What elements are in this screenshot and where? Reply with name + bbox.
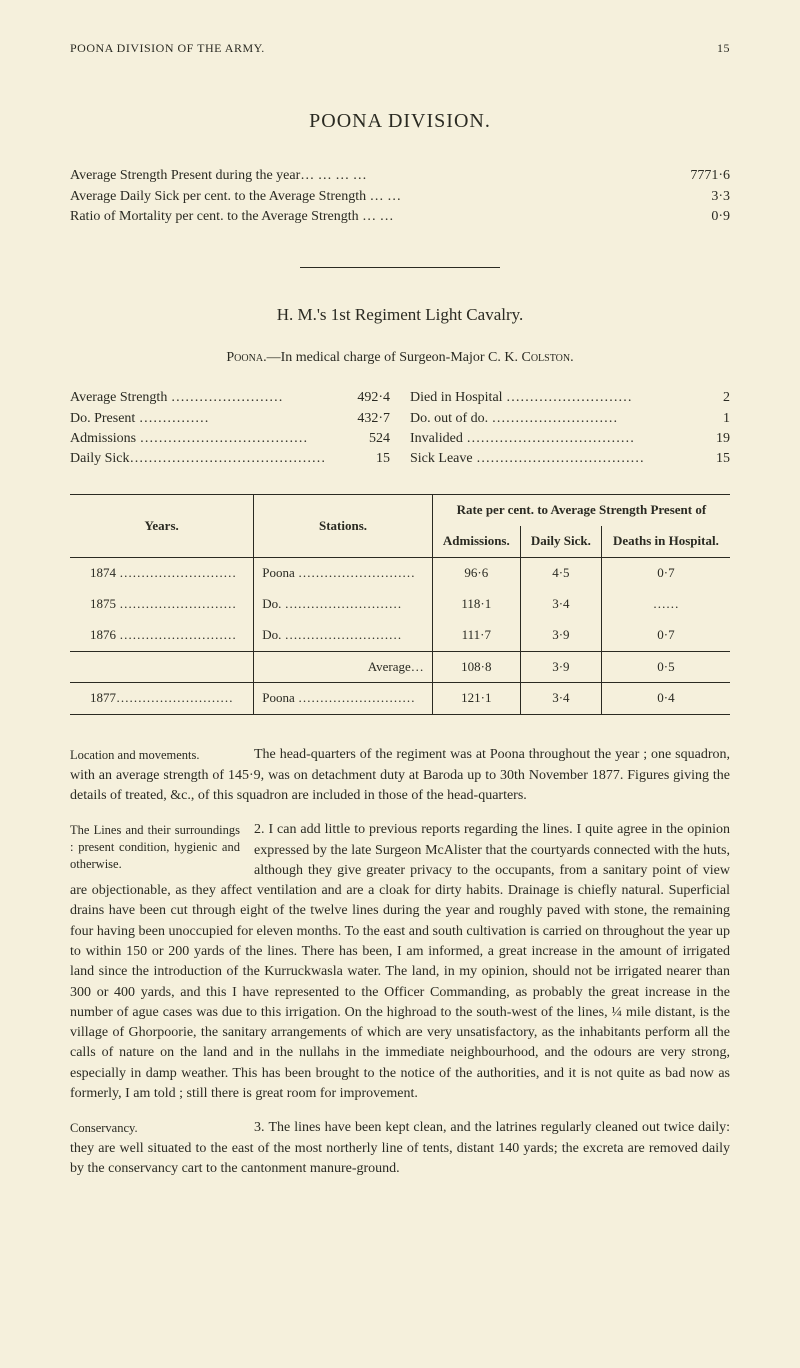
cell-adm: 96·6 xyxy=(432,558,520,589)
incharge-text: —In medical charge of Surgeon-Major C. K… xyxy=(267,350,522,365)
regiment-title: H. M.'s 1st Regiment Light Cavalry. xyxy=(70,303,730,328)
page-number: 15 xyxy=(717,40,730,57)
cell-station: Do. ……………………… xyxy=(254,620,433,651)
stat-value: 432·7 xyxy=(357,409,390,429)
sidenote-lines: The Lines and their surroundings : prese… xyxy=(70,822,240,873)
cell-deaths: 0·5 xyxy=(601,651,730,683)
running-header: POONA DIVISION OF THE ARMY. 15 xyxy=(70,40,730,57)
stat-value: 492·4 xyxy=(357,388,390,408)
stat-label: Do. Present …………… xyxy=(70,409,209,429)
paragraph-1: Location and movements. The head-quarter… xyxy=(70,745,730,806)
cell-average-label: Average… xyxy=(254,651,433,683)
cell-deaths: 0·7 xyxy=(601,620,730,651)
averages-block: Average Strength Present during the year… xyxy=(70,166,730,227)
table-row: 1875 ……………………… Do. ……………………… 118·1 3·4 …… xyxy=(70,589,730,620)
division-title: POONA DIVISION. xyxy=(70,107,730,136)
th-admissions: Admissions. xyxy=(432,526,520,557)
cell-adm: 121·1 xyxy=(432,683,520,715)
paragraph-2: 2. The Lines and their surroundings : pr… xyxy=(70,820,730,1104)
th-daily: Daily Sick. xyxy=(520,526,601,557)
incharge-name: Colston. xyxy=(522,350,574,365)
cell-daily: 3·4 xyxy=(520,589,601,620)
stat-label: Average Strength …………………… xyxy=(70,388,283,408)
stat-label: Do. out of do. ……………………… xyxy=(410,409,618,429)
table-row: 1876 ……………………… Do. ……………………… 111·7 3·9 0… xyxy=(70,620,730,651)
incharge-prefix: Poona. xyxy=(226,350,266,365)
stat-label: Admissions ……………………………… xyxy=(70,429,308,449)
avg-value: 3·3 xyxy=(660,187,730,207)
para2-num: 2. xyxy=(254,822,268,837)
avg-value: 7771·6 xyxy=(660,166,730,186)
stat-value: 15 xyxy=(376,449,390,469)
cell-empty xyxy=(70,651,254,683)
cell-station: Poona ……………………… xyxy=(254,683,433,715)
stat-value: 15 xyxy=(716,449,730,469)
avg-label: Ratio of Mortality per cent. to the Aver… xyxy=(70,207,660,227)
th-deaths: Deaths in Hospital. xyxy=(601,526,730,557)
cell-station: Do. ……………………… xyxy=(254,589,433,620)
stat-value: 19 xyxy=(716,429,730,449)
th-rate: Rate per cent. to Average Strength Prese… xyxy=(432,495,730,526)
stat-row: Sick Leave ……………………………… 15 xyxy=(410,449,730,469)
th-years: Years. xyxy=(70,495,254,558)
header-title: POONA DIVISION OF THE ARMY. xyxy=(70,40,265,57)
cell-year: 1875 ……………………… xyxy=(70,589,254,620)
cell-adm: 118·1 xyxy=(432,589,520,620)
cell-deaths: 0·4 xyxy=(601,683,730,715)
para3-num: 3. xyxy=(254,1120,268,1135)
cell-daily: 3·9 xyxy=(520,620,601,651)
paragraph-3: 3. Conservancy. The lines have been kept… xyxy=(70,1118,730,1179)
avg-value: 0·9 xyxy=(660,207,730,227)
table-row: 1874 ……………………… Poona ……………………… 96·6 4·5 … xyxy=(70,558,730,589)
stat-value: 1 xyxy=(723,409,730,429)
th-stations: Stations. xyxy=(254,495,433,558)
stats-left: Average Strength …………………… 492·4 Do. Prese… xyxy=(70,388,390,469)
cell-adm: 108·8 xyxy=(432,651,520,683)
average-row: Average… 108·8 3·9 0·5 xyxy=(70,651,730,683)
stat-label: Invalided ……………………………… xyxy=(410,429,634,449)
stat-row: Do. Present …………… 432·7 xyxy=(70,409,390,429)
table-row-1877: 1877……………………… Poona ……………………… 121·1 3·4 … xyxy=(70,683,730,715)
avg-row: Average Daily Sick per cent. to the Aver… xyxy=(70,187,730,207)
cell-adm: 111·7 xyxy=(432,620,520,651)
cell-daily: 4·5 xyxy=(520,558,601,589)
divider xyxy=(300,267,500,268)
avg-row: Ratio of Mortality per cent. to the Aver… xyxy=(70,207,730,227)
stat-row: Died in Hospital ……………………… 2 xyxy=(410,388,730,408)
avg-row: Average Strength Present during the year… xyxy=(70,166,730,186)
stat-row: Admissions ……………………………… 524 xyxy=(70,429,390,449)
stat-label: Daily Sick…………………………………… xyxy=(70,449,326,469)
stat-label: Sick Leave ……………………………… xyxy=(410,449,644,469)
cell-deaths: 0·7 xyxy=(601,558,730,589)
avg-label: Average Strength Present during the year… xyxy=(70,166,660,186)
stat-row: Daily Sick…………………………………… 15 xyxy=(70,449,390,469)
cell-daily: 3·4 xyxy=(520,683,601,715)
avg-label: Average Daily Sick per cent. to the Aver… xyxy=(70,187,660,207)
sidenote-conservancy: Conservancy. xyxy=(70,1120,240,1137)
stats-right: Died in Hospital ……………………… 2 Do. out of d… xyxy=(410,388,730,469)
cell-year: 1877……………………… xyxy=(70,683,254,715)
stat-value: 2 xyxy=(723,388,730,408)
cell-deaths: …… xyxy=(601,589,730,620)
incharge-line: Poona.—In medical charge of Surgeon-Majo… xyxy=(70,348,730,368)
cell-year: 1876 ……………………… xyxy=(70,620,254,651)
cell-station: Poona ……………………… xyxy=(254,558,433,589)
cell-daily: 3·9 xyxy=(520,651,601,683)
stats-columns: Average Strength …………………… 492·4 Do. Prese… xyxy=(70,388,730,469)
rate-table: Years. Stations. Rate per cent. to Avera… xyxy=(70,494,730,715)
stat-row: Average Strength …………………… 492·4 xyxy=(70,388,390,408)
stat-row: Do. out of do. ……………………… 1 xyxy=(410,409,730,429)
stat-value: 524 xyxy=(369,429,390,449)
sidenote-location: Location and movements. xyxy=(70,747,240,764)
stat-label: Died in Hospital ……………………… xyxy=(410,388,632,408)
stat-row: Invalided ……………………………… 19 xyxy=(410,429,730,449)
cell-year: 1874 ……………………… xyxy=(70,558,254,589)
